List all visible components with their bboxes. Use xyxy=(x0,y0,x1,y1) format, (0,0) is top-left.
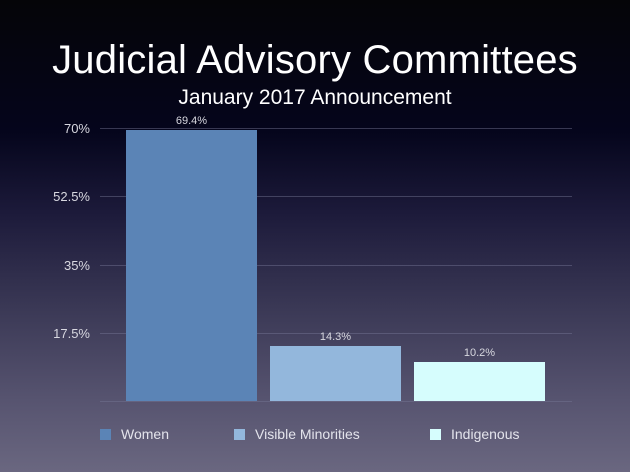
gridline-17-5 xyxy=(100,333,572,334)
chart-title: Judicial Advisory Committees xyxy=(52,38,578,82)
legend-item-indigenous: Indigenous xyxy=(430,426,520,442)
legend-item-visible-minorities: Visible Minorities xyxy=(234,426,360,442)
chart-subtitle: January 2017 Announcement xyxy=(178,86,452,109)
gridline-52-5 xyxy=(100,196,572,197)
bar-value-label-women: 69.4% xyxy=(175,115,208,127)
y-tick-label: 35% xyxy=(63,258,90,273)
gridline-70 xyxy=(100,128,572,129)
y-tick-label: 70% xyxy=(63,121,90,136)
legend-swatch-women xyxy=(100,428,111,440)
y-tick-label: 17.5% xyxy=(53,326,90,341)
x-axis-baseline xyxy=(100,401,572,402)
chart-legend: Women Visible Minorities Indigenous xyxy=(0,426,630,446)
bar-women xyxy=(126,130,257,401)
y-tick-label: 52.5% xyxy=(53,189,90,204)
gridline-35 xyxy=(100,265,572,266)
bar-value-label-visible-minorities: 14.3% xyxy=(319,331,352,343)
bar-value-label-indigenous: 10.2% xyxy=(463,347,496,359)
bar-visible-minorities xyxy=(270,346,401,401)
legend-swatch-visible-minorities xyxy=(234,428,245,440)
bar-indigenous xyxy=(414,362,545,401)
legend-item-women: Women xyxy=(100,426,169,442)
legend-swatch-indigenous xyxy=(430,428,441,440)
legend-label: Visible Minorities xyxy=(255,426,360,442)
legend-label: Women xyxy=(121,426,169,442)
legend-label: Indigenous xyxy=(451,426,520,442)
